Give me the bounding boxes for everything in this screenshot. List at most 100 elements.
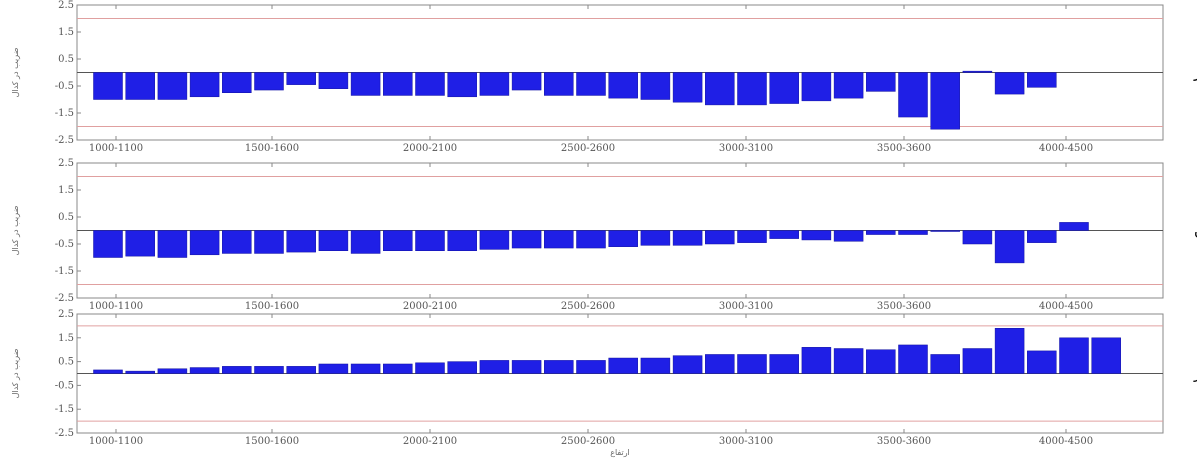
panel-0-ylabel: ضریب در کدال [11,47,20,97]
panel-1-bar-19 [705,230,735,245]
panel-1-xtick-label-1: 1500-1600 [245,301,299,312]
panel-2-bar-9 [383,363,413,374]
panel-0-xtick-label-3: 2500-2600 [561,143,615,154]
panel-1-bar-12 [479,230,510,250]
panel-2-xtick-label-0: 1000-1100 [89,436,143,447]
panel-2-bar-20 [737,354,767,374]
panel-2-xlabel: ارتفاع [610,448,630,457]
panel-2-xtick-label-1: 1500-1600 [245,436,299,447]
panel-1-xtick-label-6: 4000-4500 [1039,301,1093,312]
panel-0-ytick-label-1: 1.5 [58,27,74,38]
panel-1-bar-1 [125,230,155,257]
panel-1-bar-25 [898,230,928,235]
panel-2-bar-19 [705,354,735,374]
panel-0-bar-14 [544,72,574,96]
panel-2-ytick-label-0: 2.5 [58,309,74,320]
panel-1-ytick-label-5: -2.5 [55,293,74,304]
panel-1-bar-26 [930,230,960,232]
panel-1-bar-22 [801,230,832,241]
panel-1-ytick-label-2: 0.5 [58,212,74,223]
panel-0-bar-7 [318,72,349,89]
panel-2-month-label: آذر [1193,365,1197,383]
panel-0-bar-1 [125,72,155,100]
panel-0-bar-11 [447,72,477,98]
panel-2-bar-16 [608,357,638,374]
panel-0-bar-0 [93,72,123,100]
panel-2-bar-18 [672,355,703,374]
panel-2-bar-8 [350,363,381,374]
panel-0-ytick-label-5: -2.5 [55,135,74,146]
panel-1-bar-14 [544,230,574,249]
panel-2-bar-25 [898,344,928,374]
panel-0-bar-26 [930,72,960,130]
panel-0-ytick-label-0: 2.5 [58,0,74,11]
panel-0-bar-27 [962,70,993,73]
panel-1-bar-7 [318,230,349,251]
panel-2-xtick-label-3: 2500-2600 [561,436,615,447]
panel-0-bar-22 [801,72,832,102]
panel-2-bar-26 [930,354,960,374]
panel-2-ytick-label-5: -2.5 [55,428,74,439]
panel-1-bar-8 [350,230,381,254]
panel-0-xtick-label-6: 4000-4500 [1039,143,1093,154]
panel-1-month-label: آبان [1194,222,1197,240]
panel-1-bar-9 [383,230,413,251]
panel-2-ytick-label-4: -1.5 [55,404,74,415]
panel-2-bar-10 [415,362,445,374]
panel-2-bar-21 [769,354,799,374]
panel-2-bar-24 [866,349,896,374]
panel-2-bar-13 [511,360,542,374]
panel-0-month-label: مهر [1193,64,1197,82]
panel-2-bar-1 [125,370,155,374]
panel-1-bar-2 [157,230,188,258]
panel-0-bar-19 [705,72,735,106]
panel-2-bar-31 [1091,337,1121,374]
panel-1-xtick-label-2: 2000-2100 [403,301,457,312]
panel-1-xtick-label-4: 3000-3100 [719,301,773,312]
panel-1-bar-30 [1059,222,1089,231]
panel-2-ytick-label-2: 0.5 [58,357,74,368]
panel-0-bar-10 [415,72,445,96]
panel-0-bar-8 [350,72,381,96]
panel-2-bar-2 [157,368,188,374]
panel-2-bar-0 [93,369,123,374]
panel-0-bar-21 [769,72,799,104]
panel-0-bar-23 [833,72,864,99]
panel-2-bar-5 [254,366,284,374]
panel-2-bar-4 [222,366,252,374]
panel-2-bar-11 [447,361,477,374]
panel-2-xtick-label-6: 4000-4500 [1039,436,1093,447]
panel-1-bar-24 [866,230,896,235]
panel-2-bar-3 [189,367,220,374]
panel-1-bar-5 [254,230,284,254]
panel-2-bar-28 [994,328,1025,374]
panel-0-bar-2 [157,72,188,100]
panel-2-bar-7 [318,363,349,374]
panel-2-bar-23 [833,348,864,374]
panel-2-bar-6 [286,366,316,374]
panel-0-bar-12 [479,72,510,96]
panel-1-bar-28 [994,230,1025,264]
panel-2-xtick-label-2: 2000-2100 [403,436,457,447]
panel-0-xtick-label-4: 3000-3100 [719,143,773,154]
panel-0-xtick-label-0: 1000-1100 [89,143,143,154]
panel-2-xtick-label-4: 3000-3100 [719,436,773,447]
panel-0-bar-18 [672,72,703,103]
panel-0-bar-29 [1027,72,1057,88]
panel-2-ytick-label-1: 1.5 [58,333,74,344]
panel-1-bar-29 [1027,230,1057,243]
panel-1-bar-21 [769,230,799,239]
panel-0-bar-24 [866,72,896,92]
panel-1-bar-18 [672,230,703,246]
panel-2-ylabel: ضریب در کدال [11,348,20,398]
panel-1-ytick-label-1: 1.5 [58,185,74,196]
panel-1-bar-15 [576,230,606,249]
panel-1-ytick-label-0: 2.5 [58,158,74,169]
panel-0-xtick-label-1: 1500-1600 [245,143,299,154]
panel-0-bar-9 [383,72,413,96]
panel-2-bar-27 [962,348,993,374]
panel-0-bar-4 [222,72,252,93]
panel-1-ytick-label-4: -1.5 [55,266,74,277]
panel-0-bar-6 [286,72,316,85]
